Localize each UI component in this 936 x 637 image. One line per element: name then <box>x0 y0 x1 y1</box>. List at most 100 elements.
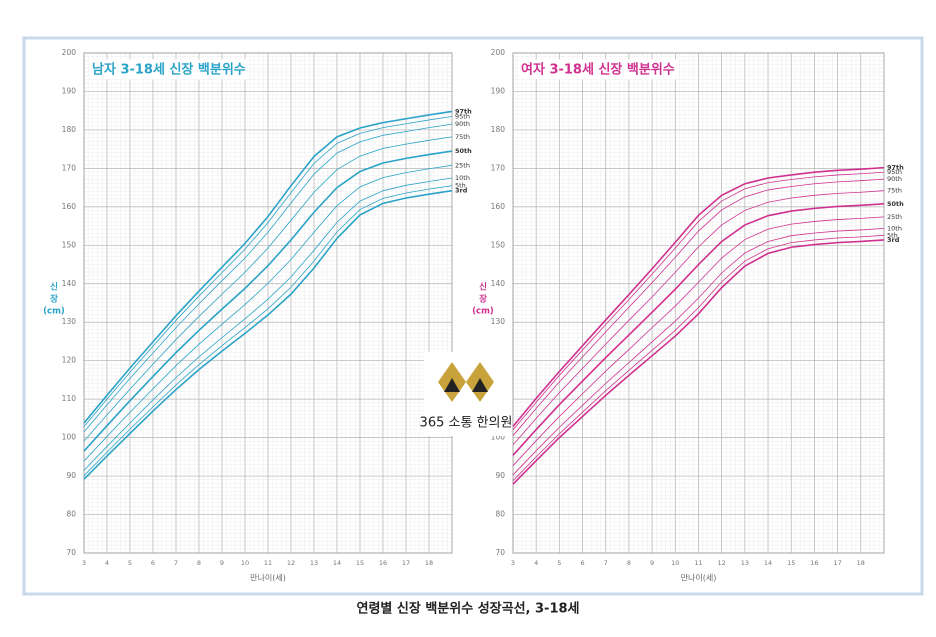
logo: 365 소통 한의원 <box>420 352 513 436</box>
x-tick-label: 11 <box>264 559 272 567</box>
percentile-line <box>83 185 453 476</box>
percentile-line <box>512 178 885 436</box>
series-label: 97th <box>887 164 904 172</box>
y-tick-label: 130 <box>491 317 506 326</box>
y-axis-label: 신 <box>479 282 487 293</box>
x-tick-label: 13 <box>741 559 749 567</box>
y-tick-label: 140 <box>491 279 506 288</box>
x-tick-label: 12 <box>718 559 726 567</box>
series-label: 97th <box>455 107 472 115</box>
y-axis-label: 신 <box>50 282 58 293</box>
series-label: 5th <box>455 182 466 190</box>
title-bg <box>89 59 249 80</box>
percentile-line <box>512 239 885 485</box>
series-label: 5th <box>887 231 898 239</box>
y-tick-label: 150 <box>491 240 506 249</box>
y-tick-label: 140 <box>62 279 77 288</box>
x-tick-label: 7 <box>174 559 178 567</box>
percentile-line <box>83 164 453 462</box>
x-tick-label: 4 <box>105 559 109 567</box>
series-label: 75th <box>887 187 902 195</box>
x-tick-label: 14 <box>764 559 772 567</box>
series-label: 75th <box>455 133 470 141</box>
y-tick-label: 190 <box>62 86 77 95</box>
x-tick-label: 3 <box>82 559 86 567</box>
y-tick-label: 110 <box>62 394 77 403</box>
percentile-line <box>512 216 885 466</box>
y-axis-label: (cm) <box>472 307 494 317</box>
chart-title: 여자 3-18세 신장 백분위수 <box>521 62 675 78</box>
x-axis-label: 만나이(세) <box>681 573 717 583</box>
percentile-line <box>512 171 885 431</box>
series-label: 3rd <box>455 187 468 195</box>
y-tick-label: 90 <box>66 471 76 480</box>
y-axis-label: 장 <box>50 294 58 305</box>
series-label: 95th <box>887 168 902 176</box>
x-axis-label: 만나이(세) <box>250 573 286 583</box>
percentile-line <box>83 116 453 427</box>
series-label: 95th <box>455 112 470 120</box>
x-tick-label: 10 <box>671 559 679 567</box>
y-tick-label: 180 <box>491 125 506 134</box>
x-tick-label: 9 <box>220 559 224 567</box>
plots: 70 80 90 100 110 120 130 140 150 160 170 180 190 200 3… <box>43 48 904 583</box>
y-tick-label: 70 <box>495 548 505 557</box>
series-label: 10th <box>455 174 470 182</box>
y-tick-label: 130 <box>62 317 77 326</box>
x-tick-label: 17 <box>402 559 410 567</box>
y-tick-label: 160 <box>62 202 77 211</box>
y-tick-label: 100 <box>491 433 506 442</box>
x-tick-label: 9 <box>650 559 654 567</box>
series-label: 25th <box>887 213 902 221</box>
chart-title: 남자 3-18세 신장 백분위수 <box>92 62 246 78</box>
percentile-line <box>83 123 453 433</box>
y-axis-label: 장 <box>479 294 487 305</box>
x-tick-label: 6 <box>580 559 584 567</box>
caption: 연령별 신장 백분위수 성장곡선, 3-18세 <box>356 601 579 617</box>
x-tick-label: 12 <box>287 559 295 567</box>
x-tick-label: 16 <box>810 559 818 567</box>
x-tick-label: 7 <box>604 559 608 567</box>
logo-mark <box>444 378 488 392</box>
y-tick-label: 80 <box>495 510 505 519</box>
title-bg <box>518 59 678 80</box>
series-label: 90th <box>455 120 470 128</box>
x-tick-label: 15 <box>356 559 364 567</box>
series-label: 90th <box>887 175 902 183</box>
y-tick-label: 190 <box>491 86 506 95</box>
percentile-line <box>83 177 453 471</box>
chart-panel: 70 80 90 100 110 120 130 140 150 160 170 180 190 200 3… <box>43 48 472 583</box>
logo-text: 365 소통 한의원 <box>420 416 513 431</box>
x-tick-label: 3 <box>511 559 515 567</box>
percentile-line <box>83 136 453 442</box>
x-tick-label: 4 <box>534 559 538 567</box>
y-tick-label: 90 <box>495 471 505 480</box>
series-label: 50th <box>887 200 904 208</box>
y-tick-label: 100 <box>62 433 77 442</box>
x-tick-label: 16 <box>379 559 387 567</box>
percentile-line <box>512 166 885 427</box>
y-tick-label: 200 <box>491 48 506 57</box>
percentile-line <box>512 202 885 456</box>
x-tick-label: 13 <box>310 559 318 567</box>
series-label: 3rd <box>887 236 900 244</box>
logo-bg <box>424 352 508 436</box>
x-tick-label: 5 <box>557 559 561 567</box>
series-label: 10th <box>887 224 902 232</box>
x-tick-label: 14 <box>333 559 341 567</box>
x-tick-label: 5 <box>128 559 132 567</box>
x-tick-label: 17 <box>833 559 841 567</box>
y-tick-label: 170 <box>62 163 77 172</box>
x-tick-label: 6 <box>151 559 155 567</box>
plot-border <box>512 52 885 554</box>
percentile-line <box>512 234 885 481</box>
y-tick-label: 120 <box>62 356 77 365</box>
percentile-line <box>83 150 453 452</box>
x-tick-label: 11 <box>694 559 702 567</box>
y-tick-label: 180 <box>62 125 77 134</box>
y-axis-label: (cm) <box>43 307 65 317</box>
plot-border <box>83 52 453 554</box>
x-tick-label: 15 <box>787 559 795 567</box>
x-tick-label: 18 <box>857 559 865 567</box>
